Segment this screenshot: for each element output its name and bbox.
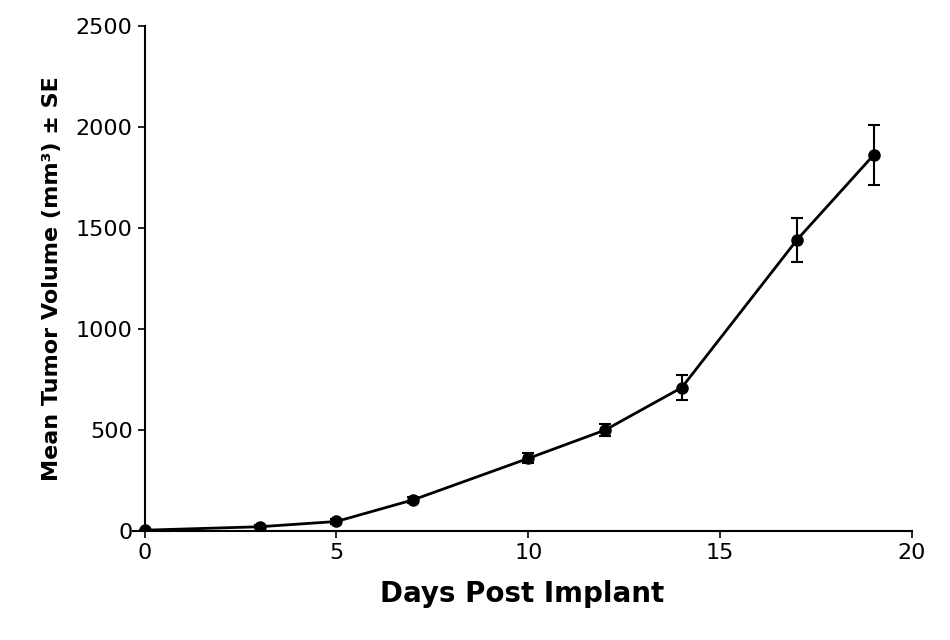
Y-axis label: Mean Tumor Volume (mm³) ± SE: Mean Tumor Volume (mm³) ± SE bbox=[42, 76, 62, 481]
X-axis label: Days Post Implant: Days Post Implant bbox=[380, 580, 665, 607]
